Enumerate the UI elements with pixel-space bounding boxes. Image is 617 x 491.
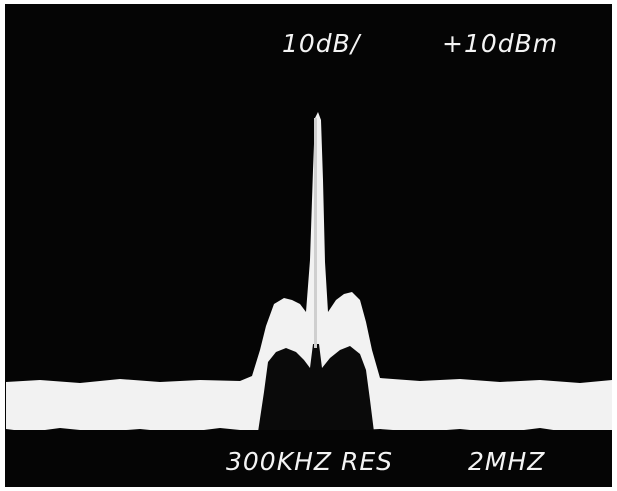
reference-level-label: +10dBm — [442, 29, 558, 58]
span-label: 2MHZ — [468, 447, 545, 476]
carrier-spike — [314, 118, 317, 348]
scale-label: 10dB/ — [282, 29, 362, 58]
resolution-bandwidth-label: 300KHZ RES — [226, 447, 393, 476]
spectrum-screen: 10dB/ +10dBm 300KHZ RES 2MHZ — [0, 0, 617, 491]
signal-core — [258, 344, 374, 432]
page: 10dB/ +10dBm 300KHZ RES 2MHZ (() => { co… — [0, 0, 617, 491]
